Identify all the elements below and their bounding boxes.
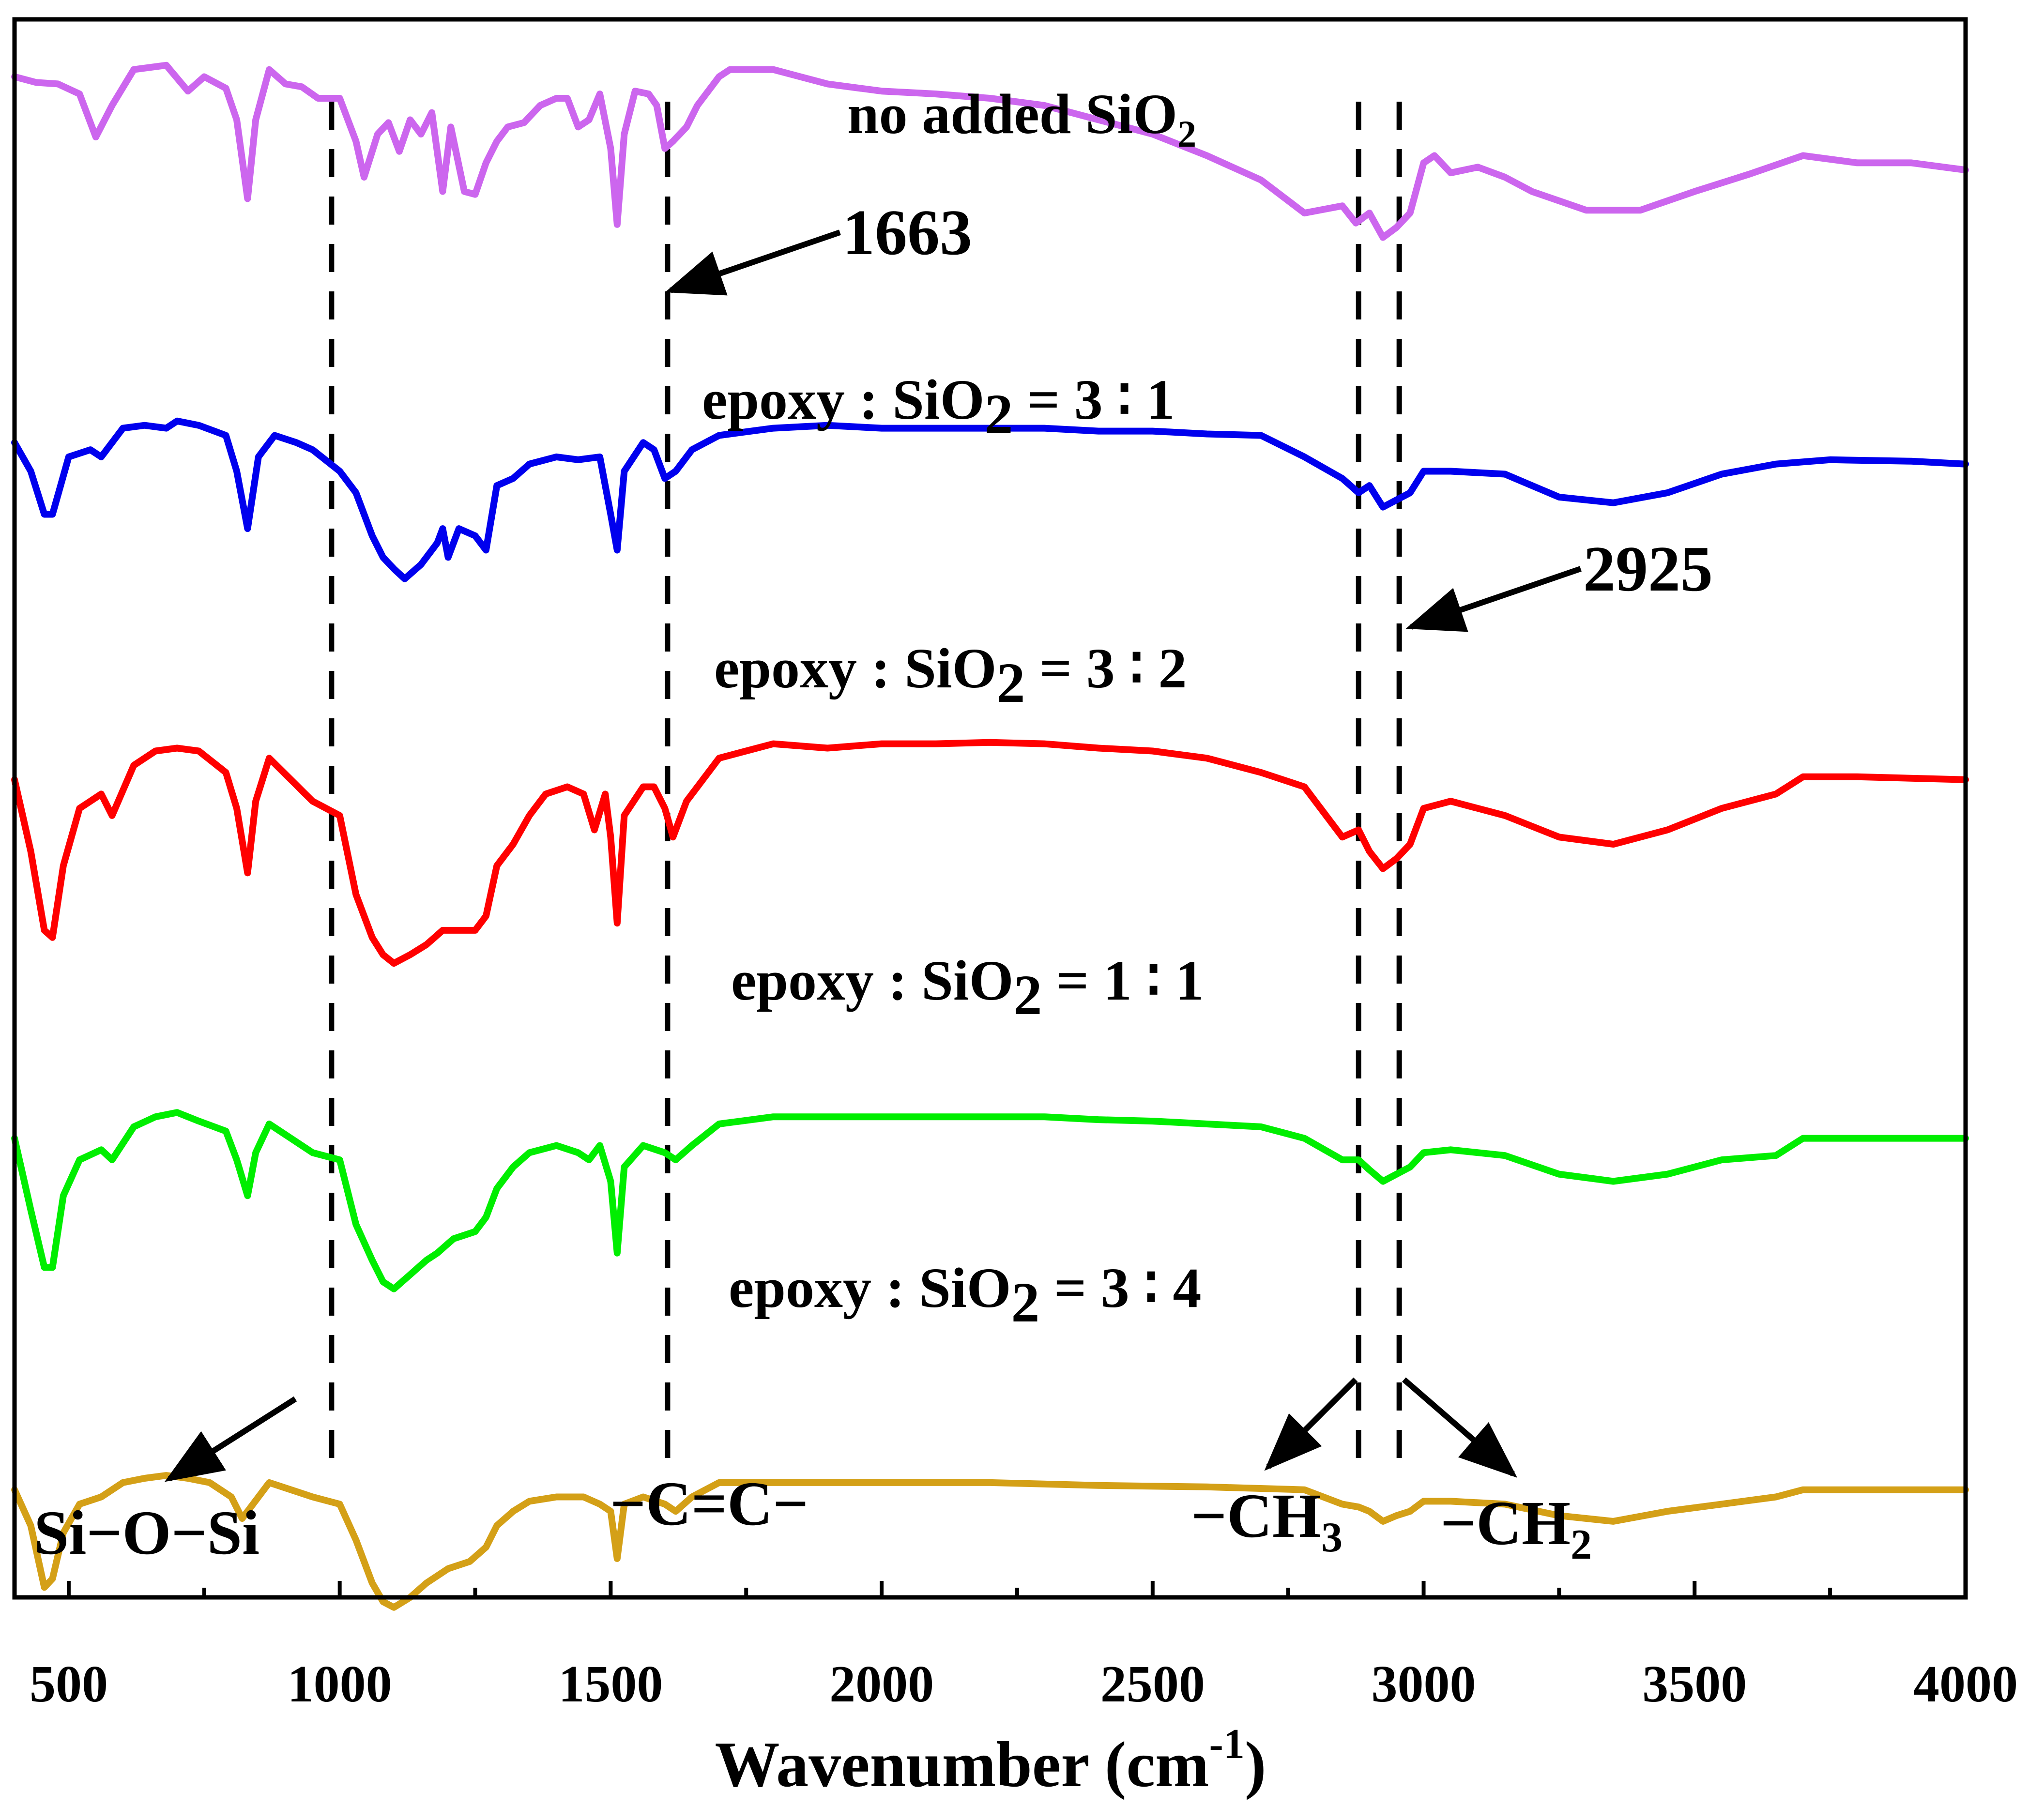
peak-label-2925: 2925: [1583, 533, 1713, 605]
x-tick-label-1000: 1000: [288, 1655, 392, 1713]
series-line-3: [11, 1109, 1969, 1292]
series-line-0: [11, 61, 1969, 241]
series-label-3-2: epoxy : SiO2 = 3 ∶ 2: [714, 637, 1187, 714]
label-c-c: −C=C−: [610, 1469, 808, 1539]
series-label-3-1: epoxy : SiO2 = 3 ∶ 1: [702, 368, 1175, 446]
spectra-series: [11, 61, 1969, 1611]
x-tick-label-4000: 4000: [1913, 1655, 2018, 1713]
annotations: 1663 2925 Si−O−Si −C=C− −CH3 −CH2: [34, 197, 1713, 1568]
x-tick-label-1500: 1500: [558, 1655, 663, 1713]
plot-frame: [12, 17, 1968, 1600]
dashed-lines: [329, 102, 1402, 1472]
x-axis-ticks: 500 1000 1500 2000 2500 3000 3500 4000: [30, 1581, 2018, 1713]
series-label-no-added: no added SiO2: [847, 82, 1196, 155]
series-line-1: [11, 417, 1969, 582]
label-si-o-si: Si−O−Si: [34, 1498, 259, 1568]
x-tick-label-2500: 2500: [1100, 1655, 1205, 1713]
x-tick-label-500: 500: [30, 1655, 108, 1713]
x-tick-label-2000: 2000: [829, 1655, 934, 1713]
x-axis-label: Wavenumber (cm-1): [715, 1721, 1266, 1800]
arrow-2925: [1405, 566, 1582, 632]
series-label-1-1: epoxy : SiO2 = 1 ∶ 1: [731, 949, 1204, 1027]
label-ch2: −CH2: [1440, 1488, 1592, 1568]
x-tick-label-3500: 3500: [1642, 1655, 1747, 1713]
series-line-2: [11, 739, 1969, 967]
arrow-1663: [665, 229, 841, 296]
series-labels: no added SiO2 epoxy : SiO2 = 3 ∶ 1 epoxy…: [702, 82, 1204, 1334]
peak-label-1663: 1663: [842, 197, 972, 268]
arrow-ch2: [1402, 1377, 1518, 1478]
x-tick-label-3000: 3000: [1372, 1655, 1476, 1713]
label-ch3: −CH3: [1191, 1481, 1342, 1561]
arrow-si-o-si: [164, 1396, 297, 1482]
series-label-3-4: epoxy : SiO2 = 3 ∶ 4: [729, 1256, 1201, 1334]
arrow-ch3: [1264, 1377, 1358, 1471]
